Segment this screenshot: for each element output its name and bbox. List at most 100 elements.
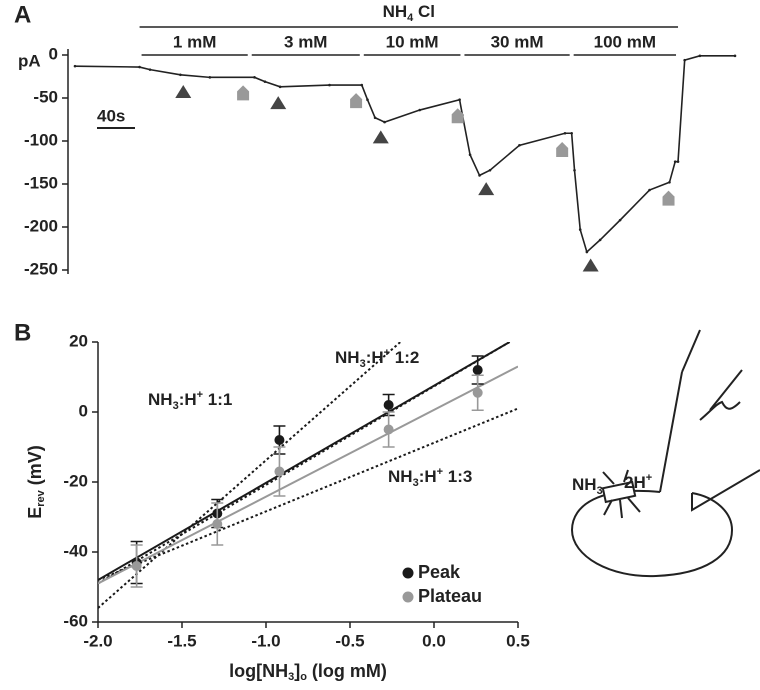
label-part: (mV) <box>25 445 45 490</box>
trace-sample <box>563 131 567 135</box>
rich-label: NH3 <box>572 475 603 496</box>
label-part: 3 <box>173 400 179 412</box>
model-line <box>98 407 518 581</box>
flux-arrows <box>602 469 641 519</box>
data-point <box>274 435 285 445</box>
label-part: 3 <box>360 358 366 370</box>
trace-sample <box>518 144 521 147</box>
label-part: + <box>197 389 203 401</box>
cell-diagram <box>570 329 760 578</box>
peak-marker <box>582 258 599 272</box>
trace-sample <box>570 131 573 135</box>
label-part: NH <box>572 475 597 494</box>
trace-sample <box>263 80 267 83</box>
rich-label: NH3:H+ 1:3 <box>388 466 472 489</box>
data-point <box>212 519 223 529</box>
transporter <box>601 480 637 504</box>
trace-sample <box>148 68 152 71</box>
segment-label: 30 mM <box>491 32 544 51</box>
label-part: Cl <box>413 2 435 21</box>
rich-label: NH3:H+ 1:2 <box>335 347 419 370</box>
peak-marker <box>478 182 495 196</box>
rich-label: log[NH3]o (log mM) <box>229 661 387 683</box>
y-tick-label: 20 <box>69 331 88 350</box>
trace-sample <box>618 218 622 222</box>
legend-label: Plateau <box>418 586 482 606</box>
trace-sample <box>179 73 182 77</box>
panel-label: A <box>14 1 31 28</box>
label-part: rev <box>35 489 47 506</box>
y-tick-label: 0 <box>49 44 58 63</box>
peak-marker <box>175 85 192 99</box>
y-tick-label: -50 <box>33 87 58 106</box>
x-tick-label: 0.5 <box>506 631 530 650</box>
label-part: :H <box>179 390 197 409</box>
legend-swatch <box>402 567 414 579</box>
trace-sample <box>676 160 680 163</box>
label-part: 3 <box>597 485 603 497</box>
y-tick-label: -100 <box>24 130 58 149</box>
plateau-marker <box>237 85 250 101</box>
data-point <box>274 466 285 477</box>
data-point <box>383 424 394 435</box>
trace-sample <box>698 54 702 58</box>
segment-label: 100 mM <box>594 32 656 51</box>
rich-label: 2H+ <box>624 472 652 493</box>
fit-line <box>98 365 518 585</box>
trace-sample <box>383 120 386 124</box>
data-point <box>472 387 483 398</box>
trace-sample <box>578 228 582 231</box>
label-part: E <box>25 507 45 519</box>
plateau-marker <box>451 108 464 124</box>
trace-sample <box>598 238 602 242</box>
trace-sample <box>668 180 671 184</box>
cell <box>570 489 734 578</box>
trace-sample <box>673 160 677 163</box>
panel-label: B <box>14 319 31 346</box>
label-part: (log mM) <box>307 661 387 681</box>
legend-label: Peak <box>418 562 461 582</box>
peak-marker <box>270 96 287 110</box>
data-point <box>472 365 483 375</box>
fit-line <box>98 342 511 581</box>
plateau-marker <box>350 93 363 109</box>
segment-label: 1 mM <box>173 32 216 51</box>
label-part: :H <box>366 348 384 367</box>
rich-label: NH3:H+ 1:1 <box>148 389 232 412</box>
rich-label: NH4 Cl <box>383 2 435 23</box>
y-tick-label: -20 <box>63 471 88 490</box>
label-part: + <box>437 466 443 478</box>
trace-sample <box>458 98 461 102</box>
label-part: :H <box>419 467 437 486</box>
x-tick-label: -2.0 <box>83 631 112 650</box>
trace-sample <box>373 116 377 120</box>
x-tick-label: 0.0 <box>422 631 446 650</box>
peak-marker <box>372 130 389 144</box>
label-part: NH <box>388 467 413 486</box>
trace-sample <box>138 65 141 69</box>
label-part: 3 <box>288 671 294 683</box>
scale-bar-label: 40s <box>97 106 125 125</box>
x-tick-label: -1.0 <box>251 631 280 650</box>
trace-sample <box>573 168 576 172</box>
label-part: 3 <box>413 477 419 489</box>
y-tick-label: -200 <box>24 216 58 235</box>
model-line <box>98 342 402 609</box>
label-part: + <box>646 472 652 484</box>
label-part: log[NH <box>229 661 288 681</box>
trace-sample <box>278 85 282 89</box>
plateau-marker <box>556 142 569 158</box>
trace-sample <box>488 168 492 172</box>
trace-sample <box>585 250 589 254</box>
plateau-marker <box>662 190 675 206</box>
trace-sample <box>478 174 481 177</box>
current-trace <box>74 55 735 254</box>
y-tick-label: -150 <box>24 173 58 192</box>
trace-sample <box>328 83 331 87</box>
trace-sample <box>683 58 686 62</box>
label-part: NH <box>335 348 360 367</box>
trace-sample <box>208 76 212 79</box>
y-unit: pA <box>18 51 41 70</box>
legend-swatch <box>402 591 414 603</box>
